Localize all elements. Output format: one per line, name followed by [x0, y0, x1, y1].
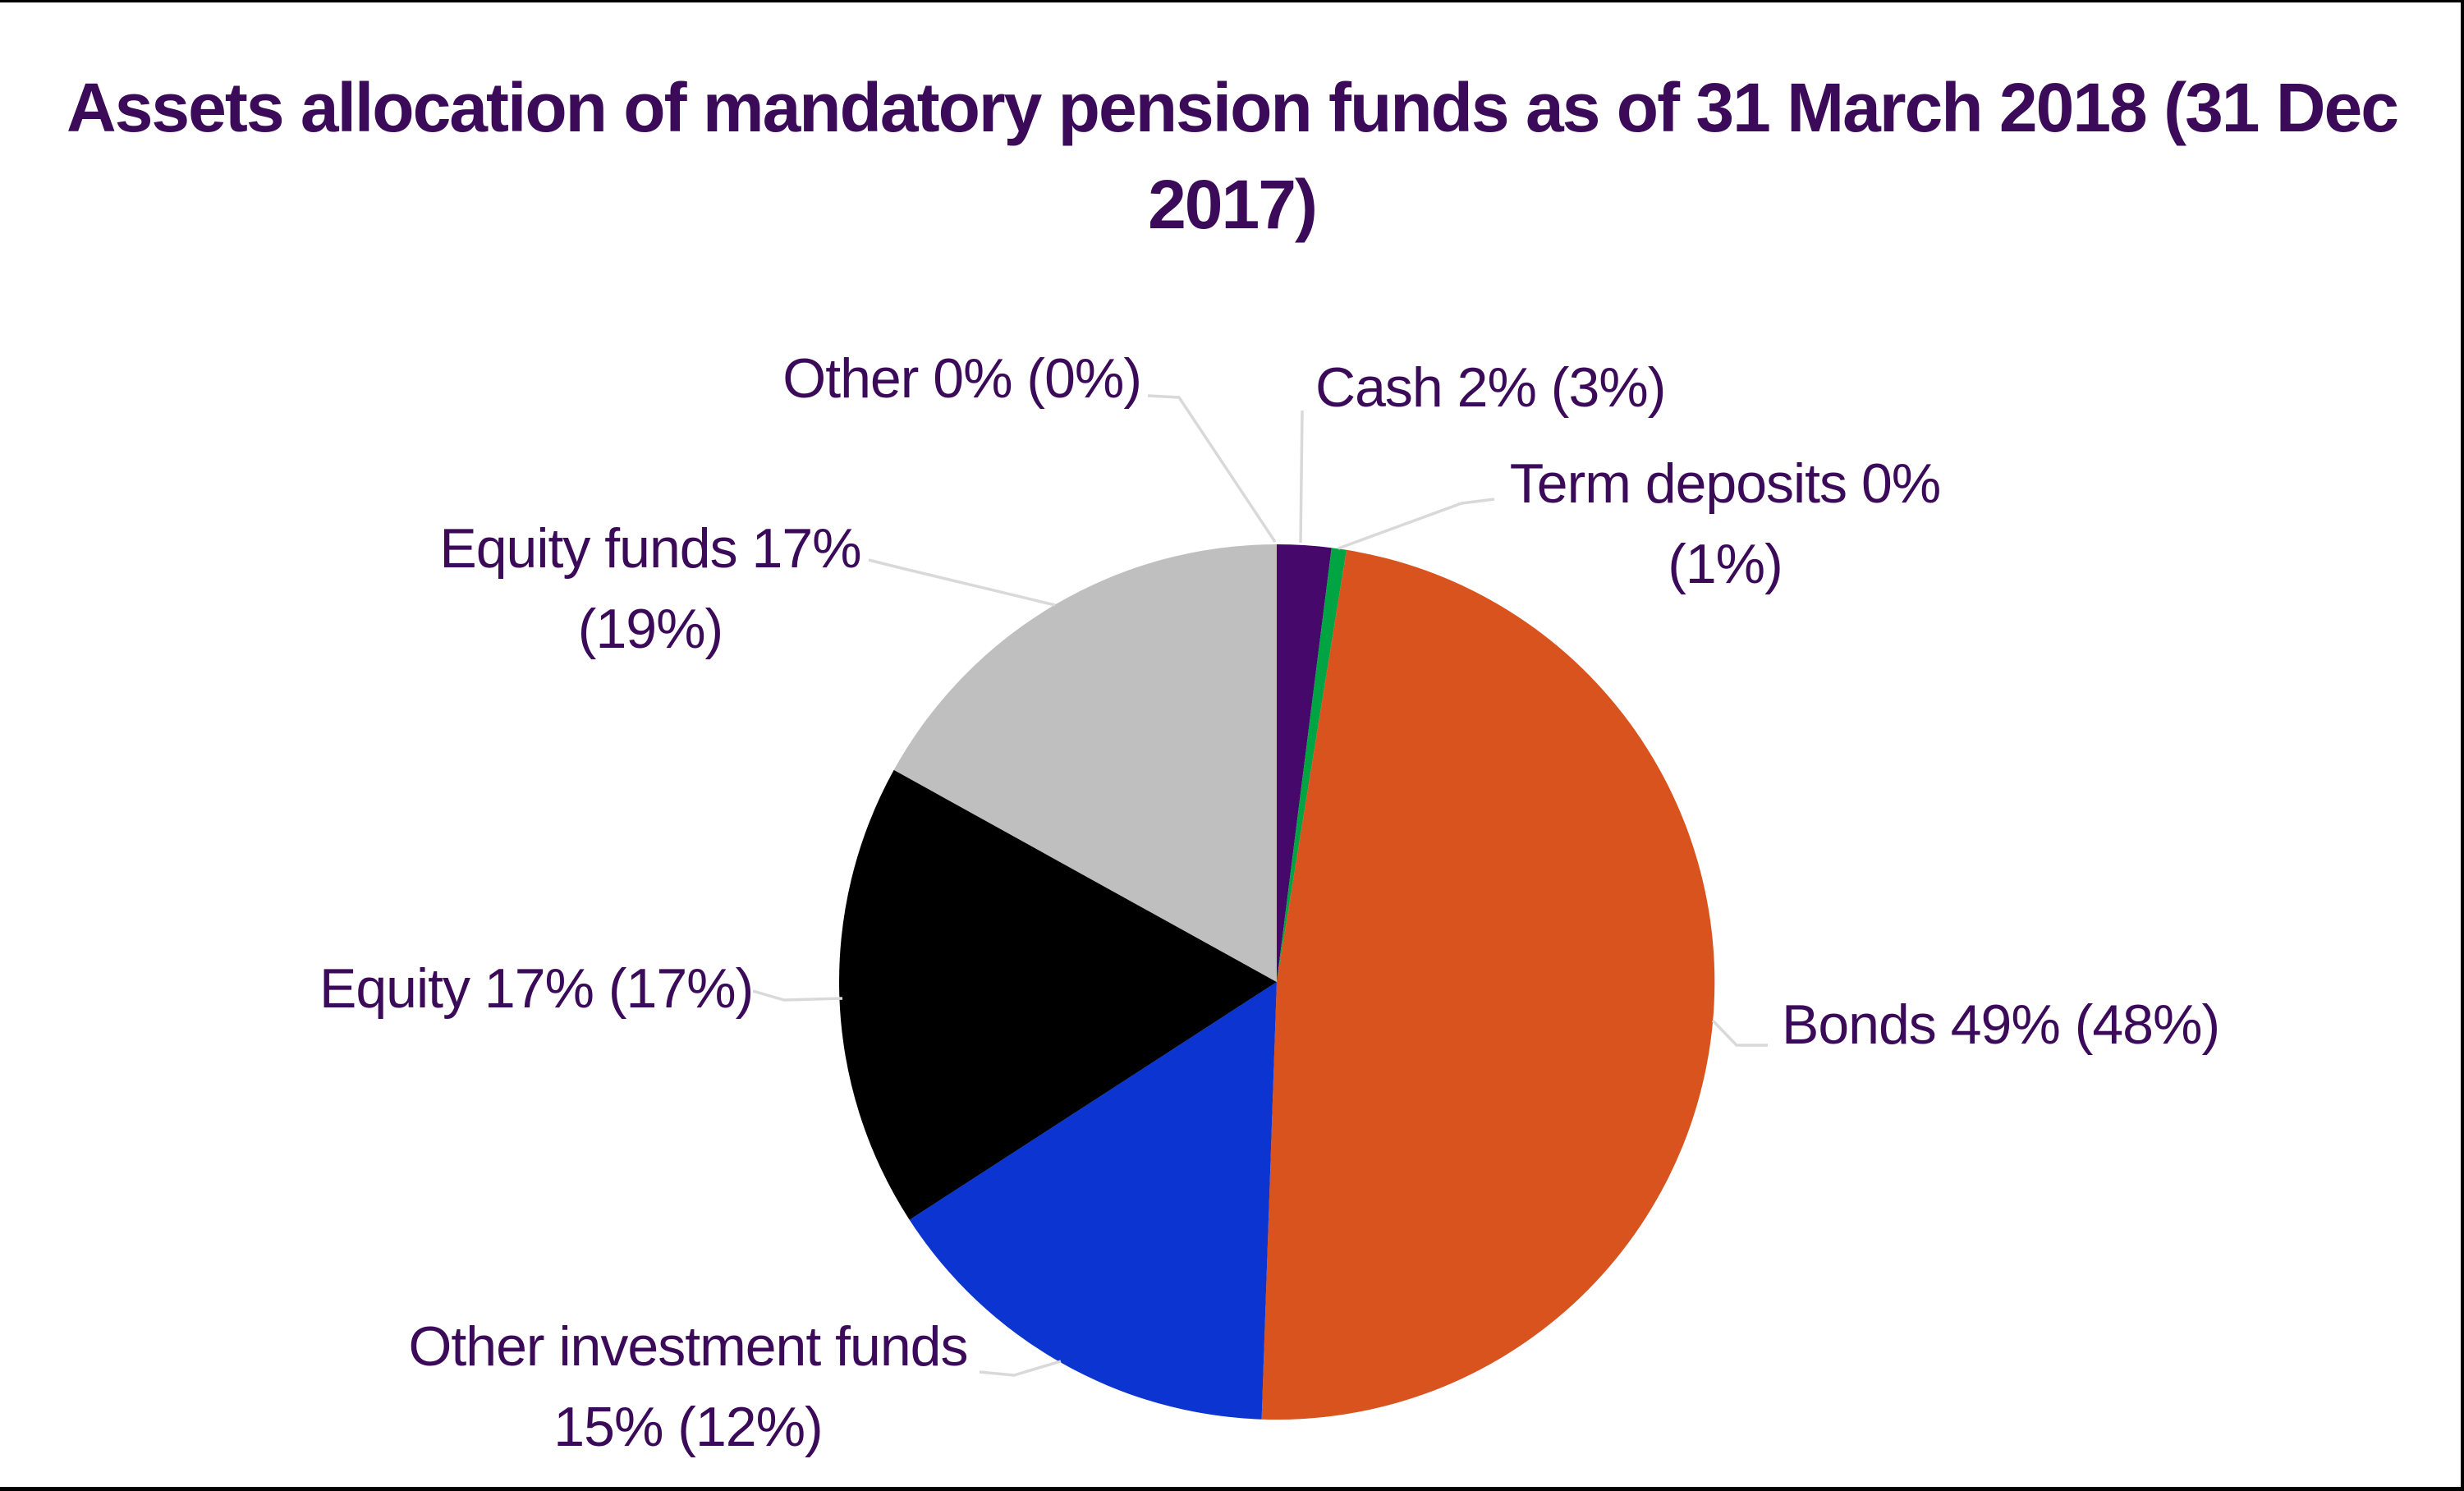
leader-line-cash: [1299, 410, 1304, 544]
pie-slice-other-investment-funds: [909, 982, 1277, 1420]
chart-title-line-2: March 2018 (31 Dec 2017): [1148, 69, 2399, 243]
data-label-equity-funds: Equity funds 17% (19%): [439, 508, 861, 669]
leader-line-term-deposits: [1338, 498, 1495, 550]
data-label-term-deposits: Term deposits 0% (1%): [1509, 443, 1941, 604]
data-label-bonds: Bonds 49% (48%): [1782, 984, 2220, 1065]
data-label-equity-funds-line-2: (19%): [577, 598, 723, 660]
frame-bottom-border: [0, 1487, 2464, 1491]
leader-line-other: [1147, 394, 1277, 543]
pie-slice-term-deposits: [1277, 548, 1347, 982]
pie-slice-cash: [1277, 544, 1332, 982]
data-label-equity-funds-line-1: Equity funds 17%: [439, 517, 861, 580]
frame-right-border: [2461, 0, 2464, 1491]
leader-line-equity: [752, 989, 843, 1002]
data-label-term-deposits-line-2: (1%): [1668, 533, 1783, 595]
data-label-other-investment-funds: Other investment funds 15% (12%): [408, 1306, 968, 1467]
data-label-other-investment-funds-line-2: 15% (12%): [553, 1396, 823, 1458]
data-label-bonds-text: Bonds 49% (48%): [1782, 993, 2220, 1056]
pie-slice-equity-funds: [893, 544, 1277, 982]
data-label-equity-text: Equity 17% (17%): [319, 957, 754, 1020]
data-label-cash: Cash 2% (3%): [1315, 347, 1666, 428]
leader-line-bonds: [1711, 1019, 1768, 1047]
leader-line-equity-funds: [868, 558, 1056, 607]
data-label-other-investment-funds-line-1: Other investment funds: [408, 1315, 968, 1378]
data-label-equity: Equity 17% (17%): [319, 948, 754, 1029]
data-label-other-text: Other 0% (0%): [782, 347, 1142, 410]
chart-title-line-1: Assets allocation of mandatory pension f…: [67, 69, 1771, 146]
pie-slices-group: [839, 544, 1715, 1420]
pie-slice-bonds: [1261, 549, 1715, 1420]
leader-line-other-investment-funds: [979, 1360, 1062, 1377]
leader-lines-group: [752, 394, 1768, 1377]
frame-top-border: [0, 0, 2464, 2]
data-label-cash-text: Cash 2% (3%): [1315, 356, 1666, 419]
pie-slice-equity: [839, 769, 1277, 1220]
data-label-other: Other 0% (0%): [782, 338, 1142, 419]
data-label-term-deposits-line-1: Term deposits 0%: [1509, 452, 1941, 515]
chart-title: Assets allocation of mandatory pension f…: [0, 59, 2464, 253]
